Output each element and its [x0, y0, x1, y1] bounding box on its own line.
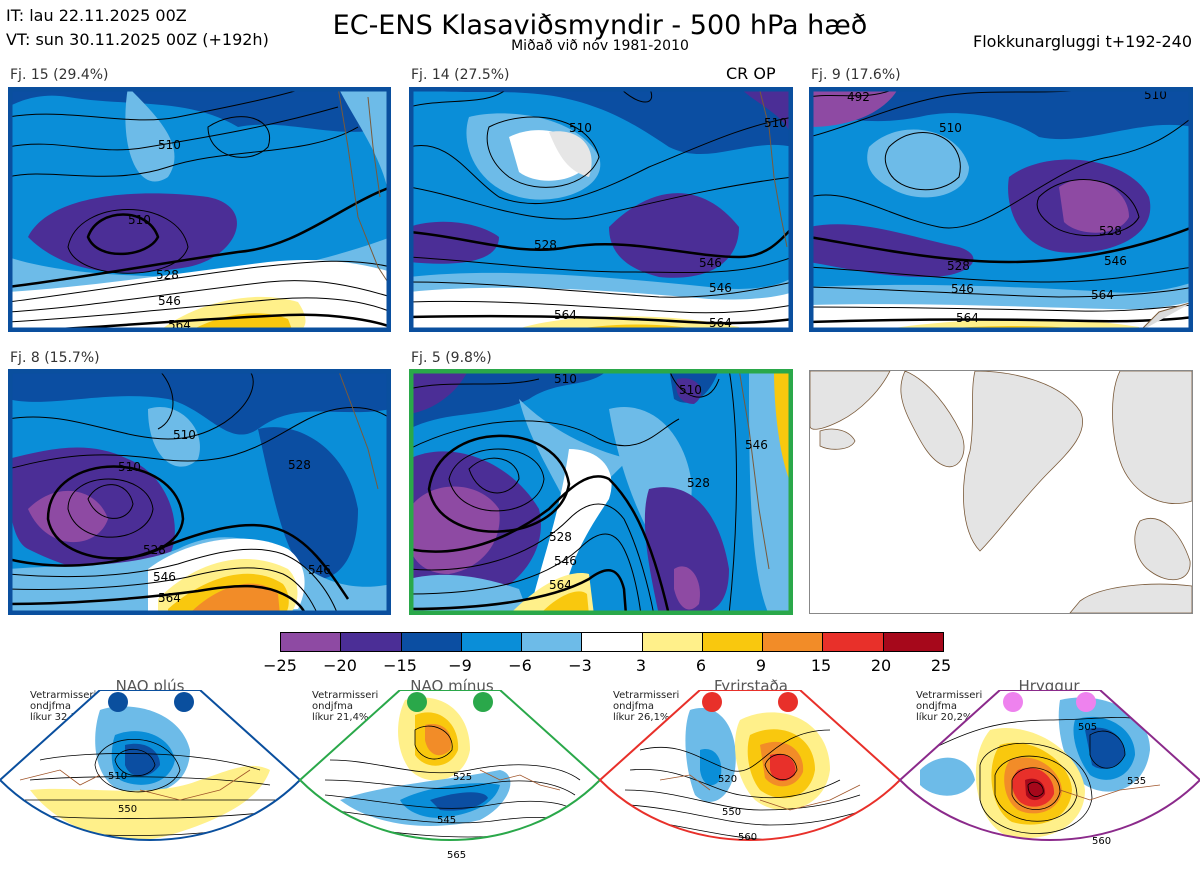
regime-map-blocking — [600, 690, 900, 840]
regime-map-nao-plus — [0, 690, 300, 840]
empty-map — [809, 370, 1193, 614]
regime-contour-label: 550 — [722, 807, 741, 818]
contour-label: 528 — [534, 238, 557, 252]
colorbar-tick: −9 — [448, 656, 472, 675]
colorbar-tick: 25 — [930, 656, 952, 675]
contour-label: 528 — [687, 476, 710, 490]
contour-label: 546 — [1104, 254, 1127, 268]
colorbar-tick: 6 — [695, 656, 707, 675]
contour-label: 528 — [549, 530, 572, 544]
regime-contour-label: 565 — [447, 850, 466, 861]
contour-label: 528 — [1099, 224, 1122, 238]
colorbar-segment — [522, 633, 583, 651]
contour-label: 546 — [308, 563, 331, 577]
colorbar-tick: −25 — [263, 656, 297, 675]
regime-maps: 510 550 525 545 565 — [0, 690, 1200, 861]
contour-label: 510 — [128, 213, 151, 227]
page-subtitle: Miðað við nóv 1981-2010 — [511, 38, 689, 54]
contour-label: 528 — [156, 268, 179, 282]
contour-label: 546 — [709, 281, 732, 295]
colorbar-tick: 3 — [635, 656, 647, 675]
cluster-map-3: 492 510 528 546 564 564 528 546 510 — [809, 87, 1193, 332]
cluster-map-5: 510 528 546 564 528 510 546 — [409, 369, 793, 615]
regime-dot — [174, 692, 194, 712]
cluster-map-1: 510 528 546 564 510 — [8, 87, 391, 332]
contour-label: 546 — [699, 256, 722, 270]
regime-dot — [108, 692, 128, 712]
regime-map-nao-minus — [300, 690, 600, 840]
contour-label: 510 — [764, 116, 787, 130]
contour-label: 528 — [143, 543, 166, 557]
colorbar-tick: 9 — [755, 656, 767, 675]
regime-contour-label: 550 — [118, 804, 137, 815]
contour-label: 564 — [1091, 288, 1114, 302]
contour-label: 564 — [709, 316, 732, 330]
contour-label: 546 — [745, 438, 768, 452]
regime-note: Vetrarmisseri ondjfma líkur 32,3% — [30, 690, 97, 723]
init-time: IT: lau 22.11.2025 00Z — [6, 6, 187, 25]
contour-label: 546 — [951, 282, 974, 296]
colorbar-tick: −3 — [568, 656, 592, 675]
regime-contour-label: 545 — [437, 815, 456, 826]
regime-note: Vetrarmisseri ondjfma líkur 26,1% — [613, 690, 680, 723]
regime-note: Vetrarmisseri ondjfma líkur 20,2% — [916, 690, 983, 723]
regime-contour-label: 560 — [1092, 836, 1111, 847]
colorbar-tick: −20 — [323, 656, 357, 675]
contour-label: 528 — [947, 259, 970, 273]
colorbar-segment — [823, 633, 884, 651]
colorbar-tick: 15 — [810, 656, 832, 675]
colorbar-tick: 20 — [870, 656, 892, 675]
colorbar-segment — [461, 633, 523, 651]
regime-contour-label: 510 — [108, 771, 127, 782]
page-title: EC-ENS Klasaviðsmyndir - 500 hPa hæð — [332, 10, 868, 41]
panel-label-5: Fj. 5 (9.8%) — [411, 350, 492, 366]
contour-label: 546 — [153, 570, 176, 584]
contour-label: 564 — [549, 578, 572, 592]
colorbar-segment — [401, 633, 462, 651]
regime-frame — [0, 690, 302, 841]
contour-label: 510 — [118, 460, 141, 474]
contour-label: 510 — [569, 121, 592, 135]
contour-label: 510 — [939, 121, 962, 135]
contour-label: 510 — [679, 383, 702, 397]
colorbar-segment — [582, 633, 643, 651]
valid-time: VT: sun 30.11.2025 00Z (+192h) — [6, 30, 269, 49]
contour-label: 564 — [956, 311, 979, 325]
colorbar-segment — [763, 633, 824, 651]
panel-label-2: Fj. 14 (27.5%) — [411, 67, 510, 83]
regime-contour-label: 535 — [1127, 776, 1146, 787]
colorbar-tick: −6 — [508, 656, 532, 675]
colorbar-segment — [341, 633, 402, 651]
contour-label: 510 — [158, 138, 181, 152]
regime-map-ridge — [900, 690, 1200, 840]
panel-label-4: Fj. 8 (15.7%) — [10, 350, 100, 366]
contour-label: 492 — [847, 90, 870, 104]
contour-label: 510 — [554, 372, 577, 386]
contour-label: 546 — [554, 554, 577, 568]
colorbar-segment — [281, 633, 342, 651]
colorbar — [280, 632, 944, 652]
contour-label: 510 — [173, 428, 196, 442]
contour-label: 546 — [158, 294, 181, 308]
regime-contour-label: 560 — [738, 832, 757, 843]
cluster-map-4: 510 528 546 564 546 510 528 — [8, 369, 391, 615]
regime-contour-label: 525 — [453, 772, 472, 783]
panel-label-3: Fj. 9 (17.6%) — [811, 67, 901, 83]
contour-label: 564 — [158, 591, 181, 605]
regime-contour-label: 520 — [718, 774, 737, 785]
colorbar-segment — [883, 633, 943, 651]
classification-window: Flokkunargluggi t+192-240 — [973, 32, 1192, 51]
contour-label: 564 — [554, 308, 577, 322]
regime-contour-label: 505 — [1078, 722, 1097, 733]
colorbar-segment — [642, 633, 703, 651]
panel-label-1: Fj. 15 (29.4%) — [10, 67, 109, 83]
cluster-map-2: 510 528 546 564 546 564 510 — [409, 87, 793, 332]
colorbar-tick: −15 — [383, 656, 417, 675]
cr-op-label: CR OP — [726, 64, 776, 83]
contour-label: 528 — [288, 458, 311, 472]
colorbar-segment — [702, 633, 764, 651]
regime-note: Vetrarmisseri ondjfma líkur 21,4% — [312, 690, 379, 723]
